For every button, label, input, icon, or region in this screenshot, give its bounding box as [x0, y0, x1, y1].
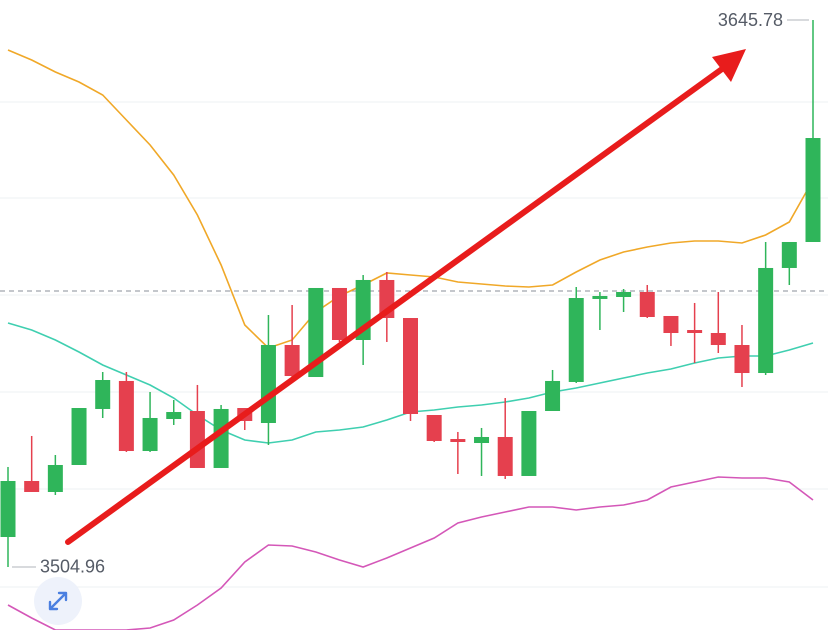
candle-body — [592, 295, 608, 299]
expand-button[interactable] — [34, 577, 82, 625]
candle-body — [663, 315, 679, 334]
candle-body — [95, 380, 111, 409]
candle-body — [71, 408, 87, 465]
candle-body — [545, 380, 561, 412]
arrow-head — [712, 49, 746, 82]
candle-body — [0, 480, 16, 538]
candle-body — [568, 298, 584, 382]
band-line — [7, 476, 814, 630]
candle-body — [47, 464, 63, 492]
expand-icon[interactable] — [48, 591, 68, 611]
candle-body — [24, 480, 40, 492]
candle-body — [331, 287, 347, 340]
candle-body — [639, 291, 655, 318]
candle-body — [781, 241, 797, 268]
candle-body — [450, 439, 466, 442]
candle-body — [213, 408, 229, 468]
candle-body — [474, 436, 490, 444]
candle-body — [118, 380, 134, 452]
candle-body — [521, 411, 537, 476]
candle-body — [142, 417, 158, 452]
candle-body — [805, 138, 821, 242]
candle-body — [284, 345, 300, 377]
trend-arrow — [65, 49, 746, 545]
candle-body — [166, 412, 182, 420]
candle-body — [260, 345, 276, 424]
high-label: 3645.78 — [718, 10, 783, 30]
candle-body — [403, 318, 418, 414]
candle-body — [497, 436, 513, 476]
candle-body — [734, 345, 750, 374]
candle-body — [426, 415, 442, 441]
candle-body — [189, 411, 205, 468]
arrow-shaft — [65, 66, 725, 545]
candle-body — [758, 267, 774, 374]
low-label: 3504.96 — [40, 557, 105, 577]
band-line — [7, 49, 814, 349]
candle-body — [687, 330, 703, 334]
candles — [0, 20, 821, 567]
candle-body — [616, 291, 632, 297]
candle-body — [308, 287, 324, 378]
candle-body — [710, 333, 726, 346]
labels: 3645.78 3504.96 — [12, 10, 809, 577]
